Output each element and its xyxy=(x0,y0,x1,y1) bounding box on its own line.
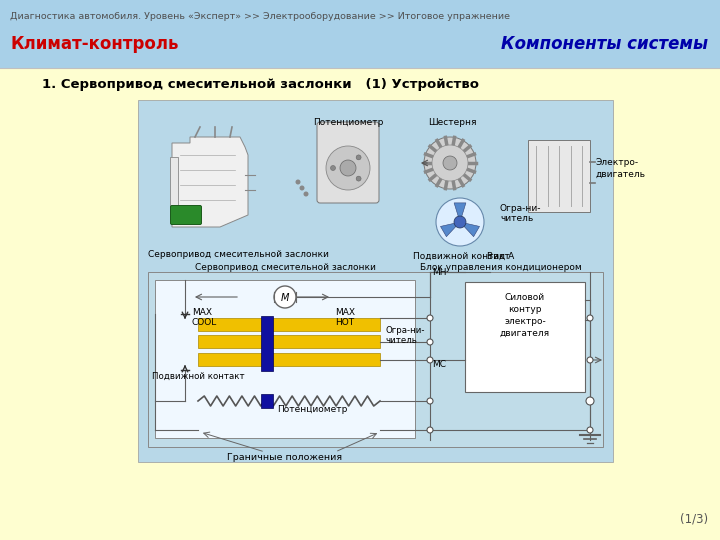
Circle shape xyxy=(274,286,296,308)
Text: Сервопривод смесительной заслонки: Сервопривод смесительной заслонки xyxy=(195,263,376,272)
Circle shape xyxy=(432,145,468,181)
Text: Подвижной контакт: Подвижной контакт xyxy=(413,252,510,261)
Bar xyxy=(148,272,603,447)
Circle shape xyxy=(454,216,466,228)
Circle shape xyxy=(443,156,457,170)
Polygon shape xyxy=(441,222,460,237)
Text: Силовой
контур
электро-
двигателя: Силовой контур электро- двигателя xyxy=(500,293,550,338)
Text: Электро-
двигатель: Электро- двигатель xyxy=(596,158,646,178)
Text: Подвижной контакт: Подвижной контакт xyxy=(152,372,245,381)
Circle shape xyxy=(295,179,300,185)
Circle shape xyxy=(326,146,370,190)
Text: Огра­ни­
читель: Огра­ни­ читель xyxy=(500,204,541,224)
Text: МС: МС xyxy=(432,360,446,369)
Text: Блок управления кондиционером: Блок управления кондиционером xyxy=(420,263,582,272)
Text: (1/3): (1/3) xyxy=(680,512,708,525)
Circle shape xyxy=(436,198,484,246)
Text: Компоненты системы: Компоненты системы xyxy=(501,35,708,53)
Bar xyxy=(261,394,273,408)
Text: MAX
COOL: MAX COOL xyxy=(192,308,217,327)
Bar xyxy=(261,316,273,371)
Text: МН: МН xyxy=(432,268,446,277)
Circle shape xyxy=(340,160,356,176)
Bar xyxy=(528,140,590,212)
Bar xyxy=(465,282,585,392)
Text: Огра­ни­
читель: Огра­ни­ читель xyxy=(385,326,425,346)
Bar xyxy=(0,0,720,68)
Bar xyxy=(170,157,178,207)
Text: M: M xyxy=(281,293,289,303)
Circle shape xyxy=(427,398,433,404)
Text: Диагностика автомобиля. Уровень «Эксперт» >> Электрооборудование >> Итоговое упр: Диагностика автомобиля. Уровень «Эксперт… xyxy=(10,12,510,21)
Text: Потенциометр: Потенциометр xyxy=(277,405,347,414)
Bar xyxy=(198,318,380,331)
Polygon shape xyxy=(460,222,480,237)
FancyBboxPatch shape xyxy=(317,122,379,203)
Circle shape xyxy=(587,357,593,363)
Circle shape xyxy=(587,427,593,433)
Text: Климат-контроль: Климат-контроль xyxy=(10,35,179,53)
Text: Шестерня: Шестерня xyxy=(428,118,476,127)
Bar xyxy=(155,280,415,438)
Circle shape xyxy=(304,192,308,197)
Circle shape xyxy=(586,397,594,405)
Circle shape xyxy=(427,315,433,321)
Circle shape xyxy=(427,357,433,363)
Circle shape xyxy=(330,165,336,171)
Text: Граничные положения: Граничные положения xyxy=(228,453,343,462)
Text: Вид А: Вид А xyxy=(487,252,514,261)
Bar xyxy=(198,353,380,366)
Polygon shape xyxy=(172,137,248,227)
Circle shape xyxy=(356,155,361,160)
Text: Потенциометр: Потенциометр xyxy=(312,118,383,127)
Circle shape xyxy=(300,186,305,191)
FancyBboxPatch shape xyxy=(171,206,202,225)
Bar xyxy=(138,100,613,462)
Text: 1. Сервопривод смесительной заслонки   (1) Устройство: 1. Сервопривод смесительной заслонки (1)… xyxy=(42,78,479,91)
Circle shape xyxy=(427,339,433,345)
Circle shape xyxy=(424,137,476,189)
Bar xyxy=(198,335,380,348)
Text: MAX
HOT: MAX HOT xyxy=(335,308,355,327)
Circle shape xyxy=(587,315,593,321)
Polygon shape xyxy=(454,203,466,222)
Circle shape xyxy=(356,176,361,181)
Circle shape xyxy=(427,427,433,433)
Text: Сервопривод смесительной заслонки: Сервопривод смесительной заслонки xyxy=(148,250,329,259)
Bar xyxy=(0,68,720,540)
